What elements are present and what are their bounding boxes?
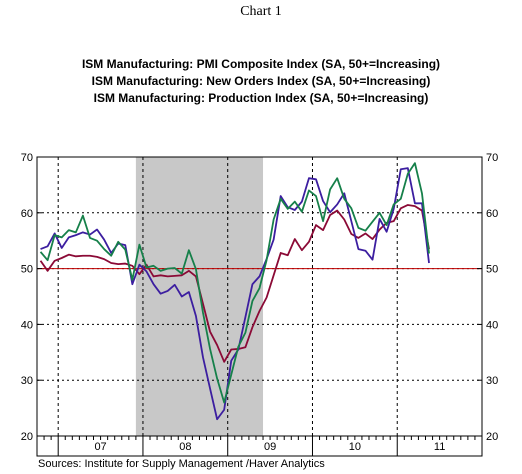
legend-entry-pmi: ISM Manufacturing: PMI Composite Index (…: [81, 57, 441, 71]
year-tick-label: 11: [434, 441, 445, 453]
y-tick-label-left: 50: [21, 264, 33, 276]
y-tick-label-left: 20: [21, 431, 33, 443]
chart-title: Chart 1: [240, 4, 282, 19]
legend-entry-production: ISM Manufacturing: Production Index (SA,…: [93, 91, 429, 105]
legend-entry-new-orders: ISM Manufacturing: New Orders Index (SA,…: [91, 74, 431, 88]
year-tick-label: 10: [349, 441, 361, 453]
year-tick-label: 07: [94, 441, 106, 453]
y-tick-label-right: 20: [486, 431, 498, 443]
plot-frame: [36, 156, 483, 457]
y-tick-label-right: 70: [486, 152, 498, 164]
year-tick-label: 08: [179, 441, 191, 453]
series-line-production: [39, 162, 430, 404]
source-note: Sources: Institute for Supply Management…: [38, 458, 325, 470]
y-tick-label-right: 30: [486, 375, 498, 387]
y-tick-label-left: 30: [21, 375, 33, 387]
y-tick-label-left: 40: [21, 319, 33, 331]
y-tick-label-right: 50: [486, 264, 498, 276]
y-tick-label-left: 70: [21, 152, 33, 164]
series-line-pmi: [39, 204, 430, 363]
y-tick-label-right: 60: [486, 208, 498, 220]
y-tick-label-left: 60: [21, 208, 33, 220]
y-tick-label-right: 40: [486, 319, 498, 331]
year-tick-label: 09: [264, 441, 276, 453]
series-line-new-orders: [40, 167, 430, 421]
